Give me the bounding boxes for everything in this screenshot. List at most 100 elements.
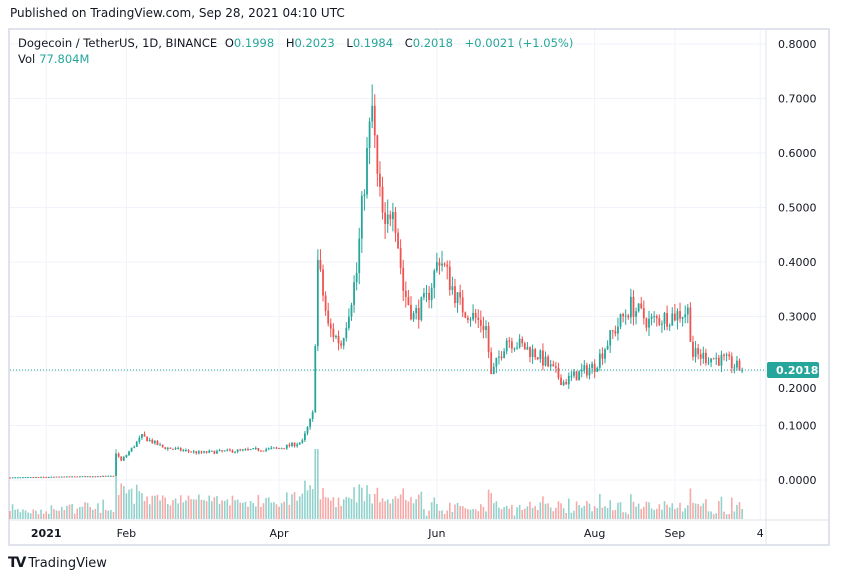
candle-body xyxy=(358,238,361,274)
candle-body xyxy=(203,451,205,453)
candle-body xyxy=(236,449,239,452)
volume-bar xyxy=(480,504,482,519)
candle-body xyxy=(216,451,218,454)
volume-bar xyxy=(643,506,645,519)
volume-bar xyxy=(503,507,505,519)
volume-bar xyxy=(22,509,24,519)
volume-bar xyxy=(14,509,16,519)
volume-bar xyxy=(265,498,267,519)
candle-body xyxy=(288,444,291,446)
volume-bar xyxy=(86,502,89,519)
volume-bar xyxy=(244,501,247,519)
volume-value: 77.804M xyxy=(39,52,90,66)
candle-body xyxy=(526,347,529,350)
candle-body xyxy=(329,323,332,329)
volume-bar xyxy=(436,503,438,519)
tradingview-logo[interactable]: TV TradingView xyxy=(8,555,107,571)
candle-body xyxy=(14,477,17,479)
volume-bar xyxy=(718,501,720,519)
volume-bar xyxy=(73,513,76,519)
volume-bar xyxy=(593,506,596,519)
volume-bar xyxy=(71,503,73,519)
volume-bar xyxy=(557,501,560,519)
candle-body xyxy=(598,353,601,368)
chart-frame[interactable] xyxy=(8,28,830,546)
candle-body xyxy=(640,303,643,309)
candle-body xyxy=(451,286,454,290)
volume-bar xyxy=(547,503,549,519)
volume-bar xyxy=(373,493,376,519)
volume-bar xyxy=(417,494,420,519)
candle-body xyxy=(394,211,397,233)
volume-bar xyxy=(586,501,588,519)
volume-bar xyxy=(487,489,490,519)
volume-bar xyxy=(200,499,203,519)
volume-bar xyxy=(661,509,663,519)
price-tick-label: 0.7000 xyxy=(778,93,817,106)
volume-bar xyxy=(686,505,689,519)
price-tick-label: 0.1000 xyxy=(778,420,817,433)
volume-bar xyxy=(148,504,151,519)
candle-body xyxy=(363,194,366,197)
candle-body xyxy=(428,292,430,301)
volume-bar xyxy=(358,484,361,519)
volume-bar xyxy=(467,509,469,519)
volume-bar xyxy=(733,511,736,519)
volume-bar xyxy=(296,500,298,519)
volume-bar xyxy=(536,510,539,519)
volume-bar xyxy=(679,502,681,519)
volume-bar xyxy=(508,508,511,519)
volume-bar xyxy=(464,508,467,519)
volume-bar xyxy=(368,493,371,519)
volume-bar xyxy=(304,480,306,519)
volume-bar xyxy=(311,489,314,519)
volume-bar xyxy=(604,506,606,519)
volume-bar xyxy=(524,508,526,519)
candle-body xyxy=(645,318,648,328)
candle-body xyxy=(19,477,22,479)
volume-bar xyxy=(205,501,208,519)
candle-body xyxy=(81,476,84,478)
logo-text: TradingView xyxy=(28,555,107,571)
volume-bar xyxy=(676,507,679,519)
volume-bar xyxy=(293,492,296,519)
candle-body xyxy=(244,449,247,451)
candle-body xyxy=(109,475,112,477)
candle-body xyxy=(179,447,182,451)
high-label: H xyxy=(285,36,295,50)
candle-body xyxy=(11,477,14,479)
volume-bar xyxy=(386,499,389,519)
volume-bar xyxy=(143,501,146,519)
candle-body xyxy=(9,477,11,479)
candle-body xyxy=(200,451,203,453)
candle-body xyxy=(306,427,309,434)
candle-body xyxy=(466,317,469,320)
symbol-legend: Dogecoin / TetherUS, 1D, BINANCE O0.1998… xyxy=(18,35,577,67)
candle-body xyxy=(309,418,311,428)
volume-bar xyxy=(513,515,516,519)
volume-bar xyxy=(262,503,265,519)
candle-body xyxy=(252,448,255,450)
candle-body xyxy=(151,439,154,444)
volume-bar xyxy=(164,497,167,519)
volume-bar xyxy=(555,507,557,519)
candle-body xyxy=(172,448,174,450)
candle-body xyxy=(635,311,637,317)
candle-body xyxy=(231,450,234,453)
volume-bar xyxy=(275,504,278,519)
candle-body xyxy=(249,449,252,451)
candle-body xyxy=(505,340,508,352)
candle-body xyxy=(73,476,76,478)
volume-bar xyxy=(472,508,474,519)
symbol-title[interactable]: Dogecoin / TetherUS, 1D, BINANCE xyxy=(18,36,218,50)
volume-bar xyxy=(611,510,614,519)
volume-bar xyxy=(154,495,156,519)
candle-body xyxy=(604,349,606,359)
volume-bar xyxy=(24,510,27,519)
volume-bar xyxy=(19,512,22,519)
volume-bar xyxy=(84,502,86,519)
candle-body xyxy=(611,330,614,332)
volume-bar xyxy=(355,502,358,519)
volume-bar xyxy=(252,503,254,519)
